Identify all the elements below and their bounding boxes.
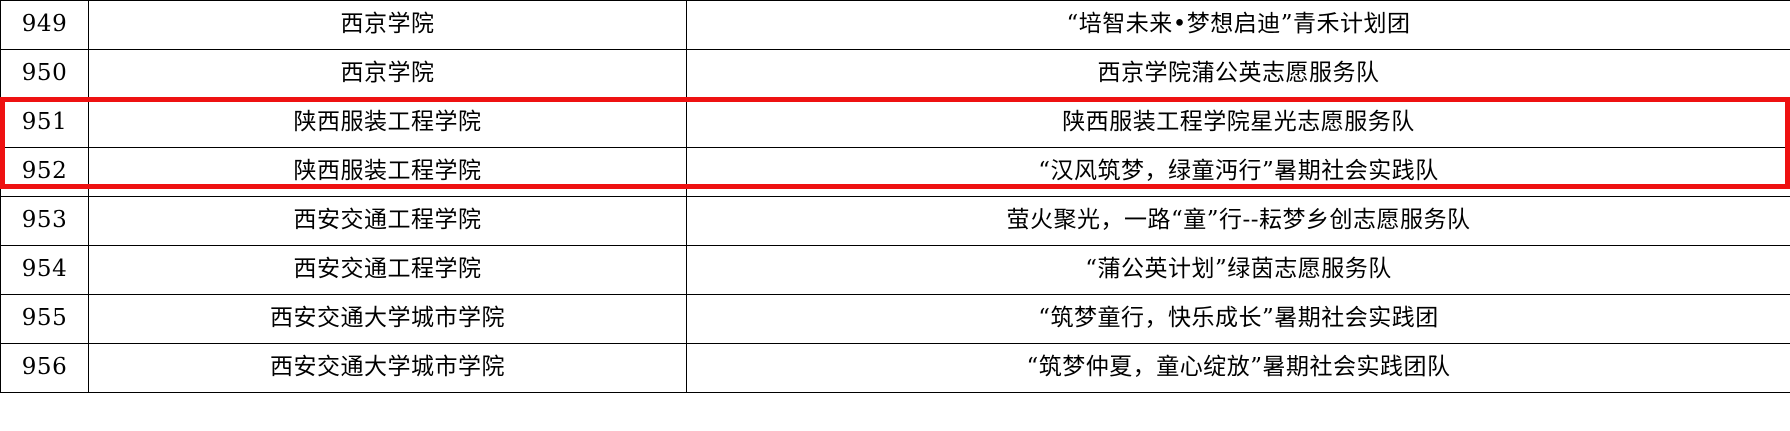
cell-school: 西安交通大学城市学院: [88, 294, 687, 344]
cell-project: “蒲公英计划”绿茵志愿服务队: [686, 245, 1790, 295]
table-row-highlighted: 951 陕西服装工程学院 陕西服装工程学院星光志愿服务队: [0, 98, 1790, 148]
table-row: 956 西安交通大学城市学院 “筑梦仲夏，童心绽放”暑期社会实践团队: [0, 343, 1790, 393]
table-row: 949 西京学院 “培智未来•梦想启迪”青禾计划团: [0, 0, 1790, 50]
cell-school: 西安交通工程学院: [88, 245, 687, 295]
cell-school: 陕西服装工程学院: [88, 98, 687, 148]
cell-project: 萤火聚光，一路“童”行--耘梦乡创志愿服务队: [686, 196, 1790, 246]
cell-project: “筑梦童行，快乐成长”暑期社会实践团: [686, 294, 1790, 344]
table-row: 954 西安交通工程学院 “蒲公英计划”绿茵志愿服务队: [0, 245, 1790, 295]
cell-index: 951: [0, 98, 89, 148]
cell-project: 陕西服装工程学院星光志愿服务队: [686, 98, 1790, 148]
table-row: 953 西安交通工程学院 萤火聚光，一路“童”行--耘梦乡创志愿服务队: [0, 196, 1790, 246]
cell-index: 952: [0, 147, 89, 197]
cell-index: 956: [0, 343, 89, 393]
cell-school: 西京学院: [88, 49, 687, 99]
cell-index: 950: [0, 49, 89, 99]
cell-index: 953: [0, 196, 89, 246]
cell-school: 西京学院: [88, 0, 687, 50]
cell-project: “筑梦仲夏，童心绽放”暑期社会实践团队: [686, 343, 1790, 393]
table-body: 949 西京学院 “培智未来•梦想启迪”青禾计划团 950 西京学院 西京学院蒲…: [0, 0, 1790, 393]
table-row: 955 西安交通大学城市学院 “筑梦童行，快乐成长”暑期社会实践团: [0, 294, 1790, 344]
table-row: 950 西京学院 西京学院蒲公英志愿服务队: [0, 49, 1790, 99]
cell-index: 949: [0, 0, 89, 50]
cell-project: “汉风筑梦，绿童沔行”暑期社会实践队: [686, 147, 1790, 197]
cell-project: “培智未来•梦想启迪”青禾计划团: [686, 0, 1790, 50]
cell-project: 西京学院蒲公英志愿服务队: [686, 49, 1790, 99]
cell-index: 954: [0, 245, 89, 295]
cell-school: 陕西服装工程学院: [88, 147, 687, 197]
cell-index: 955: [0, 294, 89, 344]
award-listing-table: 949 西京学院 “培智未来•梦想启迪”青禾计划团 950 西京学院 西京学院蒲…: [0, 0, 1790, 393]
cell-school: 西安交通工程学院: [88, 196, 687, 246]
table-row-highlighted: 952 陕西服装工程学院 “汉风筑梦，绿童沔行”暑期社会实践队: [0, 147, 1790, 197]
cell-school: 西安交通大学城市学院: [88, 343, 687, 393]
